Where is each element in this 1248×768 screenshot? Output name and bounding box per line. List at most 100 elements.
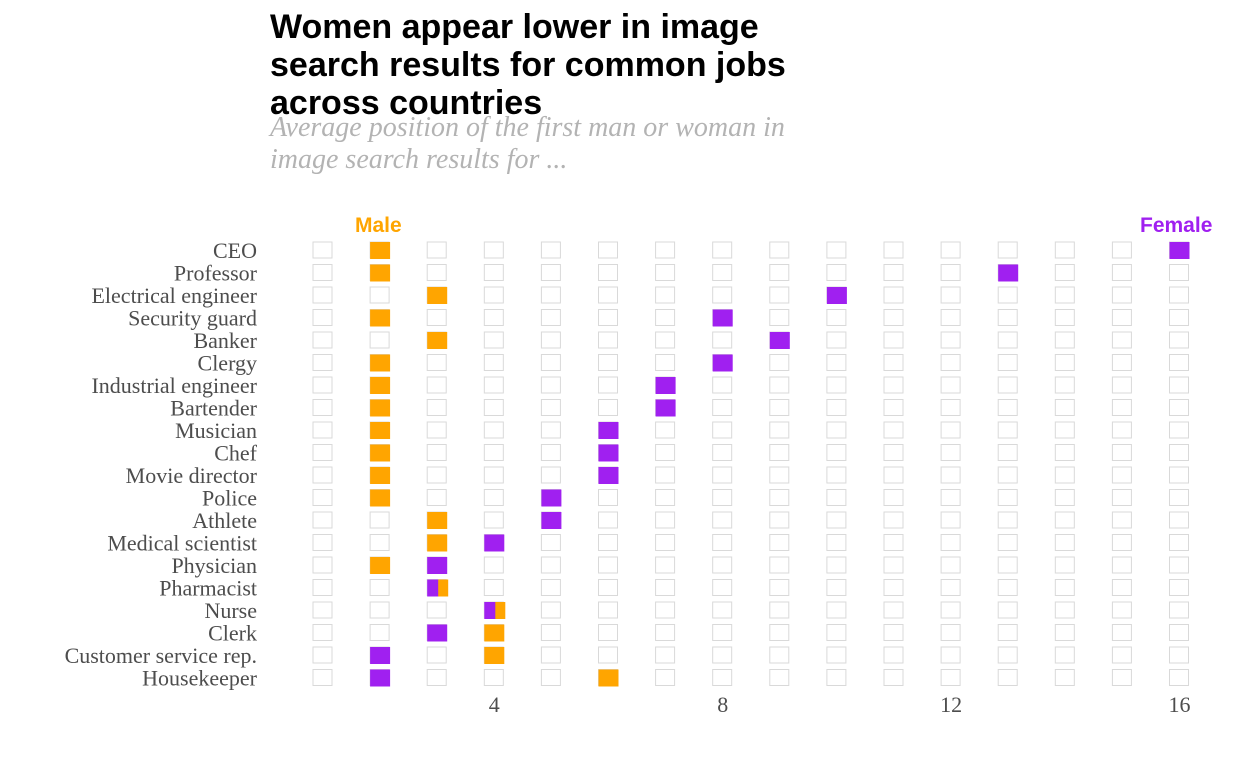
male-marker xyxy=(370,309,391,327)
grid-cell xyxy=(826,421,847,439)
grid-cell xyxy=(826,354,847,371)
grid-cell xyxy=(598,646,618,664)
grid-cell xyxy=(1169,309,1189,326)
grid-cell xyxy=(1054,421,1075,439)
grid-cell xyxy=(712,444,733,461)
grid-cell xyxy=(940,466,961,484)
grid-cell xyxy=(483,331,504,349)
grid-cell xyxy=(1169,264,1189,281)
grid-cell xyxy=(312,309,333,326)
grid-cell xyxy=(883,489,904,506)
legend-male-label: Male xyxy=(355,214,402,237)
grid-cell xyxy=(312,354,333,371)
female-marker xyxy=(541,512,562,529)
grid-cell xyxy=(598,309,618,326)
grid-cell xyxy=(655,646,676,664)
grid-cell xyxy=(940,264,961,281)
grid-cell xyxy=(883,354,904,371)
grid-cell xyxy=(483,466,504,484)
grid-cell xyxy=(826,534,847,551)
grid-cell xyxy=(826,331,847,349)
grid-cell xyxy=(426,241,447,259)
grid-cell xyxy=(883,376,904,394)
grid-cell xyxy=(483,241,504,259)
grid-cell xyxy=(598,511,618,529)
grid-cell xyxy=(1054,579,1075,596)
grid-cell xyxy=(1111,511,1132,529)
grid-cell xyxy=(540,534,561,551)
female-marker xyxy=(655,377,676,394)
grid-cell xyxy=(1169,579,1189,596)
grid-cell xyxy=(1169,624,1189,641)
grid-cell xyxy=(826,601,847,619)
grid-cell xyxy=(426,421,447,439)
grid-cell xyxy=(483,354,504,371)
female-marker xyxy=(541,489,562,507)
grid-cell xyxy=(769,646,790,664)
grid-cell xyxy=(426,669,447,686)
male-marker xyxy=(370,444,391,462)
grid-cell xyxy=(769,241,790,259)
grid-cell xyxy=(312,399,333,416)
grid-cell xyxy=(540,354,561,371)
grid-cell xyxy=(655,264,676,281)
grid-cell xyxy=(655,309,676,326)
grid-cell xyxy=(1054,534,1075,551)
grid-cell xyxy=(940,556,961,574)
grid-cell xyxy=(369,286,390,304)
grid-cell xyxy=(826,444,847,461)
grid-cell xyxy=(940,421,961,439)
grid-cell xyxy=(940,601,961,619)
grid-cell xyxy=(1169,376,1189,394)
grid-cell xyxy=(312,286,333,304)
grid-cell xyxy=(769,669,790,686)
grid-cell xyxy=(483,556,504,574)
grid-cell xyxy=(483,421,504,439)
grid-cell xyxy=(540,646,561,664)
grid-cell xyxy=(1111,466,1132,484)
grid-cell xyxy=(312,421,333,439)
grid-cell xyxy=(1111,669,1132,686)
grid-cell xyxy=(826,489,847,506)
grid-cell xyxy=(312,556,333,574)
grid-cell xyxy=(655,669,676,686)
male-marker xyxy=(370,354,391,372)
grid-cell xyxy=(997,601,1018,619)
grid-cell xyxy=(940,331,961,349)
grid-cell xyxy=(540,556,561,574)
grid-cell xyxy=(426,489,447,506)
grid-cell xyxy=(712,669,733,686)
grid-cell xyxy=(598,399,618,416)
grid-cell xyxy=(598,624,618,641)
grid-cell xyxy=(997,579,1018,596)
grid-cell xyxy=(712,601,733,619)
x-tick-label: 16 xyxy=(1169,692,1191,717)
female-marker xyxy=(826,287,847,304)
grid-cell xyxy=(940,646,961,664)
grid-cell xyxy=(826,399,847,416)
grid-cell xyxy=(940,286,961,304)
grid-cell xyxy=(997,466,1018,484)
grid-cell xyxy=(940,376,961,394)
category-label: Athlete xyxy=(192,508,257,533)
grid-cell xyxy=(883,556,904,574)
grid-cell xyxy=(1169,444,1189,461)
grid-cell xyxy=(1111,286,1132,304)
grid-cell xyxy=(712,421,733,439)
grid-cell xyxy=(1111,579,1132,596)
male-marker xyxy=(370,242,391,259)
grid-cell xyxy=(655,466,676,484)
grid-cell xyxy=(712,511,733,529)
grid-cell xyxy=(426,399,447,416)
grid-cell xyxy=(769,421,790,439)
grid-cell xyxy=(826,264,847,281)
grid-cell xyxy=(483,309,504,326)
female-marker xyxy=(427,579,440,597)
female-marker xyxy=(598,467,619,484)
grid-cell xyxy=(1111,309,1132,326)
grid-cell xyxy=(540,466,561,484)
category-label: Movie director xyxy=(126,463,258,488)
grid-cell xyxy=(540,309,561,326)
grid-cell xyxy=(1111,489,1132,506)
